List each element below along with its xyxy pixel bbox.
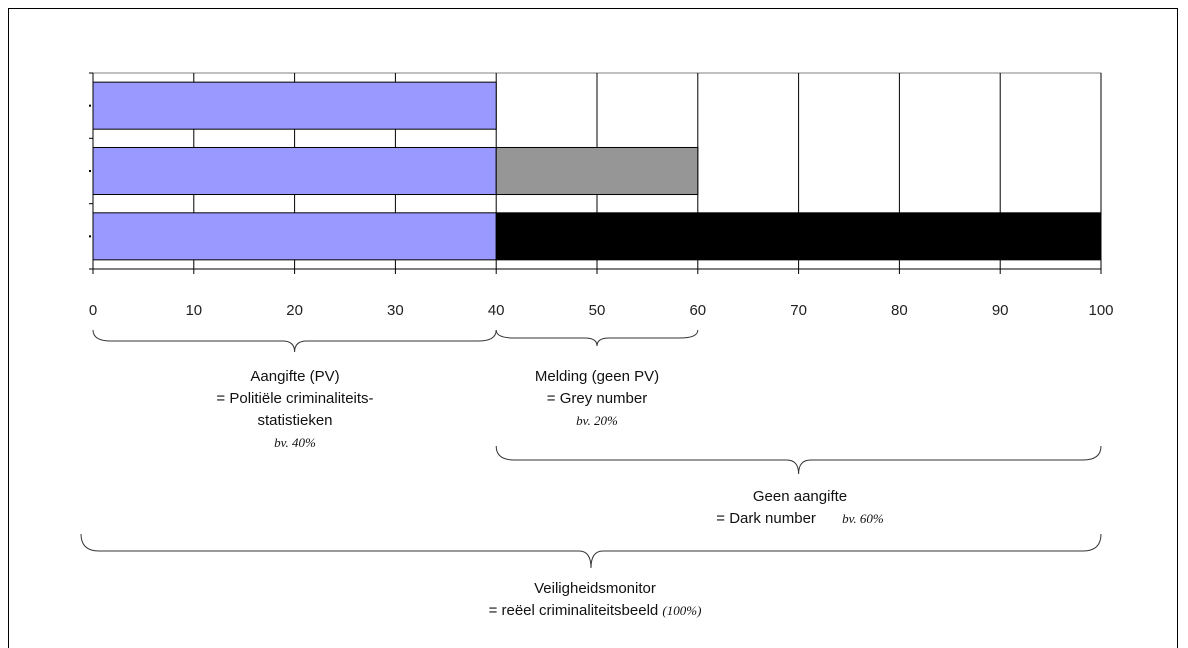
x-tick-label: 90	[992, 302, 1009, 319]
bar-segment	[92, 146, 497, 196]
bar-segment	[495, 212, 1102, 261]
geen-aangifte-title: Geen aangifte	[752, 488, 848, 505]
x-tick-label: 40	[488, 302, 505, 319]
x-tick-label: 20	[286, 302, 303, 319]
brace-geen-aangifte	[495, 445, 1102, 475]
x-tick-label: 100	[1088, 302, 1113, 319]
x-tick-label: 70	[790, 302, 807, 319]
x-tick-label: 30	[387, 302, 404, 319]
aangifte-title: Aangifte (PV)	[250, 368, 340, 385]
bar-segment	[92, 81, 497, 130]
veiligheidsmonitor-line2: = reëel criminaliteitsbeeld	[488, 602, 659, 619]
aangifte-line2: = Politiële criminaliteits-	[216, 390, 374, 407]
melding-line2: = Grey number	[546, 390, 648, 407]
aangifte-annotation: Aangifte (PV) = Politiële criminaliteits…	[190, 366, 400, 454]
x-tick-label: 10	[185, 302, 202, 319]
veiligheidsmonitor-title: Veiligheidsmonitor	[534, 580, 656, 597]
aangifte-note: bv. 40%	[274, 435, 316, 450]
veiligheidsmonitor-note: (100%)	[662, 603, 702, 618]
veiligheidsmonitor-annotation: Veiligheidsmonitor = reëel criminaliteit…	[420, 578, 770, 622]
x-tick-label: 80	[891, 302, 908, 319]
geen-aangifte-annotation: Geen aangifte = Dark number bv. 60%	[660, 486, 940, 530]
geen-aangifte-note: bv. 60%	[842, 511, 884, 526]
x-tick-label: 50	[589, 302, 606, 319]
bar-segment	[495, 146, 699, 196]
melding-note: bv. 20%	[576, 413, 618, 428]
brace-aangifte	[92, 329, 497, 353]
brace-melding	[495, 329, 699, 347]
bar-segment	[92, 212, 497, 261]
melding-annotation: Melding (geen PV) = Grey number bv. 20%	[497, 366, 697, 432]
melding-title: Melding (geen PV)	[534, 368, 660, 385]
x-tick-label: 60	[689, 302, 706, 319]
geen-aangifte-line2: = Dark number	[716, 510, 816, 527]
x-tick-label: 0	[89, 302, 97, 319]
aangifte-line3: statistieken	[257, 412, 333, 429]
brace-veiligheidsmonitor	[80, 533, 1102, 569]
